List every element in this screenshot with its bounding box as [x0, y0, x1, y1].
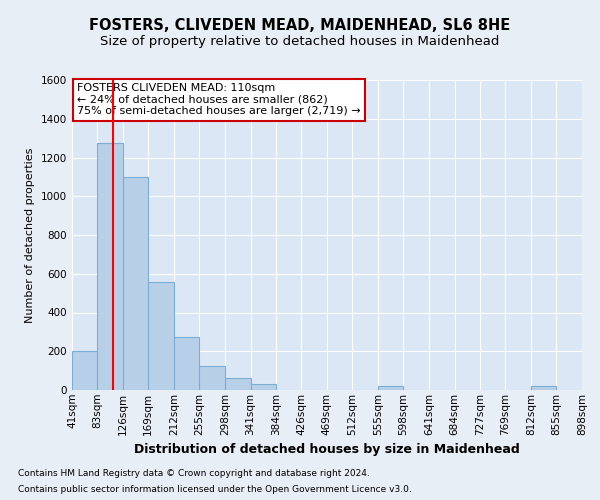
Bar [174, 336, 199, 390]
Bar [199, 366, 225, 390]
Bar [72, 351, 97, 390]
Text: Size of property relative to detached houses in Maidenhead: Size of property relative to detached ho… [100, 35, 500, 48]
Bar [122, 177, 148, 390]
Bar [148, 282, 174, 390]
Bar [378, 386, 403, 390]
Text: FOSTERS CLIVEDEN MEAD: 110sqm
← 24% of detached houses are smaller (862)
75% of : FOSTERS CLIVEDEN MEAD: 110sqm ← 24% of d… [77, 83, 361, 116]
Text: Contains HM Land Registry data © Crown copyright and database right 2024.: Contains HM Land Registry data © Crown c… [18, 468, 370, 477]
Bar [531, 386, 556, 390]
Text: Contains public sector information licensed under the Open Government Licence v3: Contains public sector information licen… [18, 485, 412, 494]
Bar [251, 384, 276, 390]
Y-axis label: Number of detached properties: Number of detached properties [25, 148, 35, 322]
X-axis label: Distribution of detached houses by size in Maidenhead: Distribution of detached houses by size … [134, 443, 520, 456]
Bar [97, 143, 122, 390]
Text: FOSTERS, CLIVEDEN MEAD, MAIDENHEAD, SL6 8HE: FOSTERS, CLIVEDEN MEAD, MAIDENHEAD, SL6 … [89, 18, 511, 32]
Bar [225, 378, 251, 390]
